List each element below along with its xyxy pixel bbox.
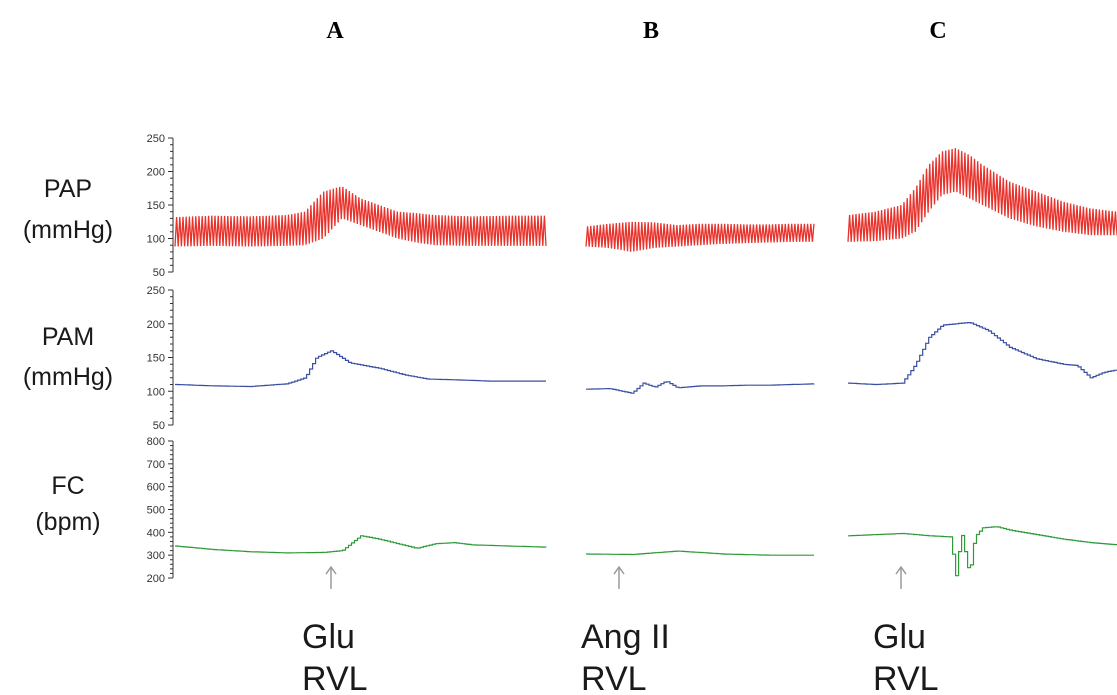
stimulus-arrow-b — [613, 565, 625, 589]
stimulus-label-c-site: RVL — [873, 660, 939, 695]
stimulus-label-c-drug: Glu — [873, 618, 926, 656]
y-tick-label-pam: 100 — [147, 386, 165, 398]
y-tick-label-fc: 200 — [147, 573, 165, 585]
trace-a-pam — [175, 350, 546, 388]
y-tick-label-fc: 300 — [147, 550, 165, 562]
y-tick-label-fc: 500 — [147, 505, 165, 517]
stimulus-label-a-site: RVL — [302, 660, 368, 695]
y-tick-label-pap: 200 — [147, 167, 165, 179]
stimulus-arrow-a — [325, 565, 337, 589]
trace-b-pap — [585, 221, 815, 252]
stimulus-label-b-drug: Ang II — [581, 618, 670, 656]
panel-letter-c: C — [929, 18, 946, 44]
y-tick-label-fc: 800 — [147, 436, 165, 448]
stimulus-label-a-drug: Glu — [302, 618, 355, 656]
trace-c-fc — [848, 526, 1117, 577]
trace-c-pam — [848, 322, 1117, 386]
row-label-pap-unit: (mmHg) — [23, 216, 113, 244]
y-tick-label-pam: 50 — [153, 420, 165, 432]
row-label-pam: PAM — [42, 323, 94, 351]
row-label-fc-unit: (bpm) — [35, 508, 100, 536]
trace-b-fc — [586, 550, 814, 556]
trace-b-pam — [586, 381, 815, 394]
traces — [174, 148, 1117, 577]
trace-a-fc — [175, 535, 547, 554]
y-tick-label-fc: 600 — [147, 482, 165, 494]
y-tick-label-pap: 100 — [147, 234, 165, 246]
y-axes: 50 100 150 200 250 50 100 150 200 250 200 300 400 500… — [147, 133, 174, 585]
panel-letter-a: A — [326, 18, 344, 44]
y-tick-label-fc: 700 — [147, 459, 165, 471]
trace-a-pap — [174, 186, 547, 247]
panel-letter-b: B — [643, 18, 659, 44]
y-tick-label-pap: 150 — [147, 200, 165, 212]
trace-c-pap — [847, 148, 1117, 242]
y-tick-label-pap: 250 — [147, 133, 165, 145]
row-label-fc: FC — [51, 472, 84, 500]
y-tick-label-pam: 250 — [147, 285, 165, 297]
row-label-pam-unit: (mmHg) — [23, 363, 113, 391]
y-tick-label-fc: 400 — [147, 527, 165, 539]
stimulus-label-b-site: RVL — [581, 660, 647, 695]
y-tick-label-pap: 50 — [153, 267, 165, 279]
row-label-pap: PAP — [44, 175, 92, 203]
stimulus-arrow-c — [895, 565, 907, 589]
y-tick-label-pam: 150 — [147, 353, 165, 365]
y-tick-label-pam: 200 — [147, 319, 165, 331]
